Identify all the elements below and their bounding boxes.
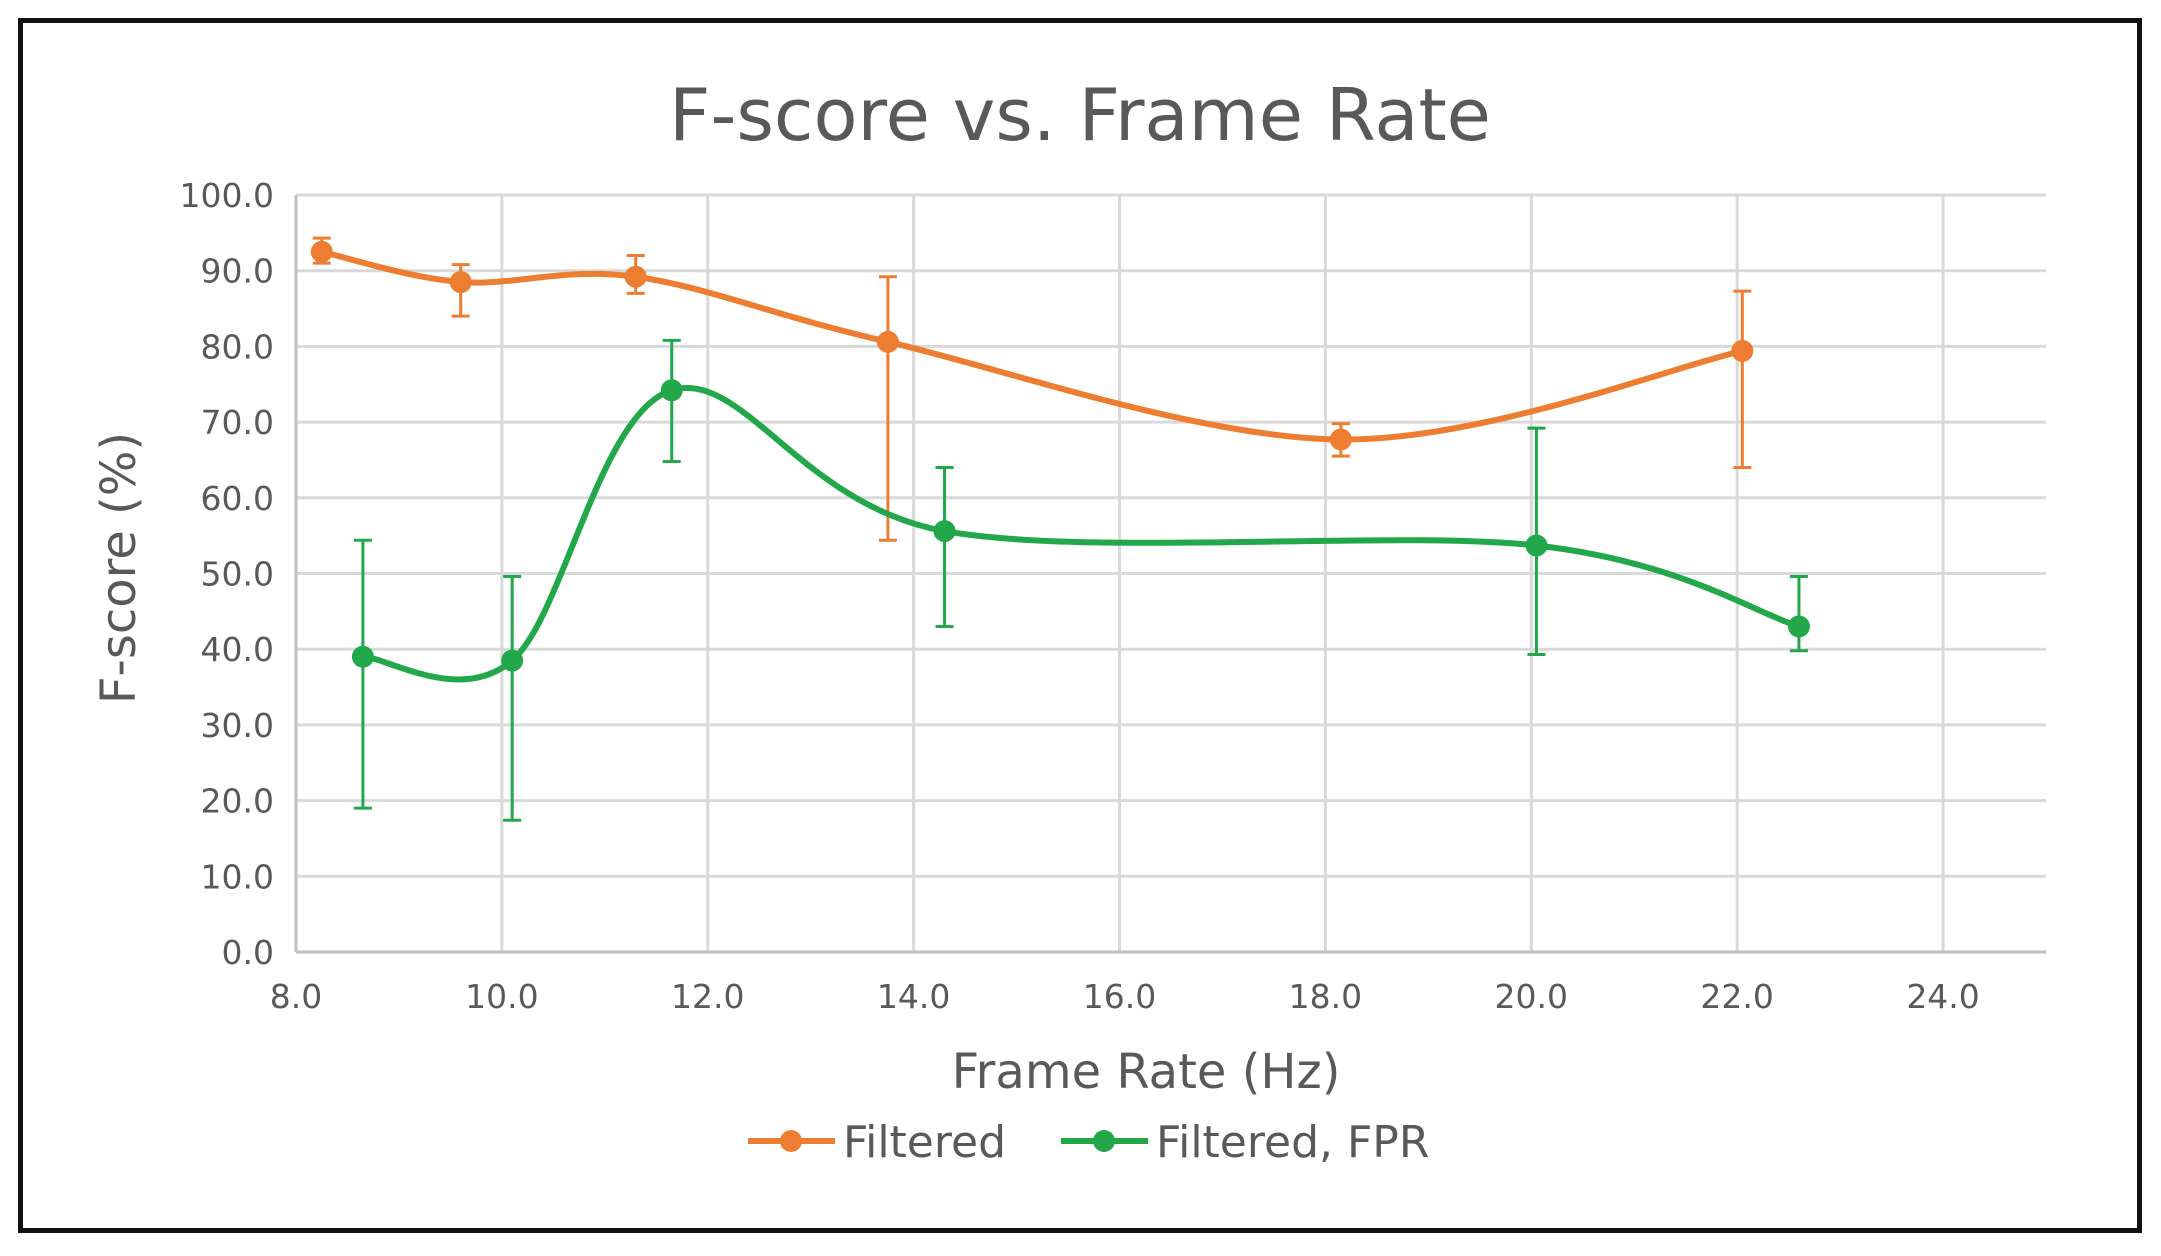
legend-item-filtered-fpr: Filtered, FPR — [1061, 1117, 1429, 1168]
data-point-filtered-fpr — [660, 379, 683, 402]
y-axis-title: F-score (%) — [91, 432, 147, 704]
chart-frame: F-score vs. Frame Rate 0.0 10.0 20.0 30.0 40… — [18, 18, 2142, 1233]
data-point-filtered — [1329, 428, 1352, 451]
series-line-filtered-fpr — [359, 385, 1802, 683]
data-point-filtered — [624, 265, 647, 288]
x-tick-label: 18.0 — [1289, 977, 1362, 1016]
x-tick-label: 22.0 — [1700, 977, 1773, 1016]
x-axis-title: Frame Rate (Hz) — [952, 1044, 1341, 1100]
x-tick-label: 16.0 — [1083, 977, 1156, 1016]
y-tick-label: 20.0 — [201, 782, 274, 821]
data-point-filtered — [449, 271, 472, 294]
legend-marker-filtered-fpr — [1093, 1130, 1115, 1152]
series-layer — [310, 236, 1810, 822]
y-tick-label: 100.0 — [180, 176, 274, 215]
x-tick-label: 12.0 — [671, 977, 744, 1016]
data-point-filtered-fpr — [351, 645, 374, 668]
data-point-filtered — [310, 240, 333, 263]
data-point-filtered — [876, 330, 899, 353]
gridlines — [296, 193, 2046, 952]
series-filtered — [310, 236, 1754, 542]
x-tick-label: 8.0 — [270, 977, 322, 1016]
data-point-filtered — [1731, 339, 1754, 362]
legend-marker-filtered — [780, 1130, 802, 1152]
data-point-filtered-fpr — [1787, 615, 1810, 638]
chart-title: F-score vs. Frame Rate — [669, 73, 1491, 157]
y-tick-label: 10.0 — [201, 857, 274, 896]
y-tick-label: 80.0 — [201, 327, 274, 366]
y-tick-label: 30.0 — [201, 706, 274, 745]
legend-item-filtered: Filtered — [748, 1117, 1006, 1168]
y-tick-label: 90.0 — [201, 252, 274, 291]
y-tick-label: 50.0 — [201, 555, 274, 594]
series-filtered-fpr — [351, 338, 1810, 822]
legend-label-filtered: Filtered — [843, 1117, 1006, 1168]
y-tick-label: 70.0 — [201, 403, 274, 442]
data-point-filtered-fpr — [933, 520, 956, 543]
legend-label-filtered-fpr: Filtered, FPR — [1156, 1117, 1429, 1168]
legend: Filtered Filtered, FPR — [748, 1117, 1429, 1168]
axes: 0.0 10.0 20.0 30.0 40.0 50.0 60.0 70.0 80.0 90.0 1… — [180, 176, 2046, 1016]
chart-svg: F-score vs. Frame Rate 0.0 10.0 20.0 30.0 40… — [91, 73, 2046, 1168]
y-tick-label: 60.0 — [201, 479, 274, 518]
x-tick-label: 14.0 — [877, 977, 950, 1016]
x-tick-label: 10.0 — [465, 977, 538, 1016]
data-point-filtered-fpr — [1525, 534, 1548, 557]
data-point-filtered-fpr — [501, 649, 524, 672]
x-tick-label: 24.0 — [1906, 977, 1979, 1016]
y-tick-label: 40.0 — [201, 630, 274, 669]
y-tick-label: 0.0 — [222, 933, 274, 972]
x-tick-label: 20.0 — [1495, 977, 1568, 1016]
